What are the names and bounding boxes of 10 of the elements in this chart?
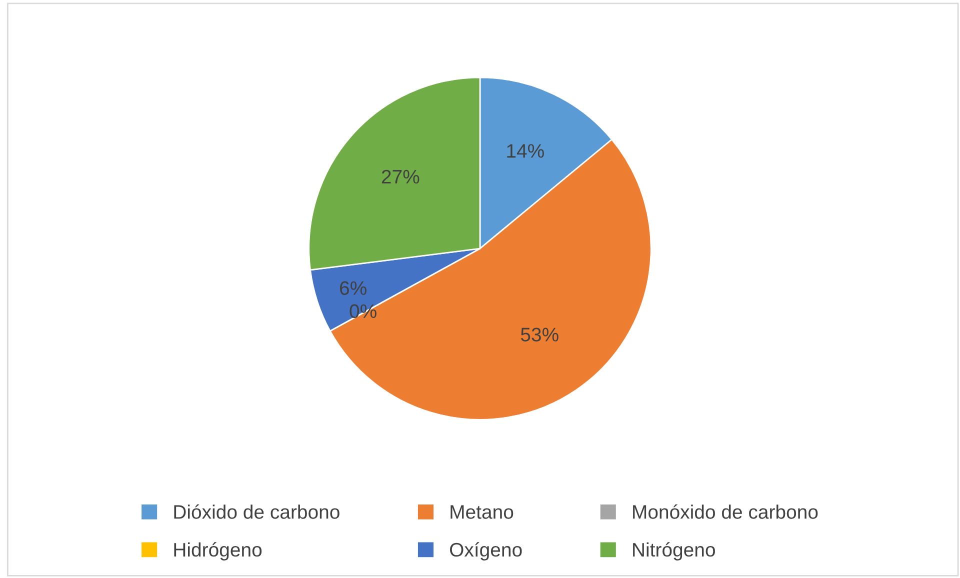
- legend-label: Oxígeno: [450, 542, 522, 560]
- data-label: 14%: [507, 144, 544, 158]
- legend-label: Dióxido de carbono: [174, 504, 340, 519]
- data-label: 53%: [520, 328, 558, 342]
- data-label: 6%: [340, 281, 366, 295]
- legend-label: Nitrógeno: [633, 542, 715, 560]
- legend-label: Hidrógeno: [174, 542, 262, 560]
- legend-label: Metano: [450, 505, 514, 519]
- legend-label: Monóxido de carbono: [633, 504, 818, 519]
- data-label: 27%: [382, 170, 420, 184]
